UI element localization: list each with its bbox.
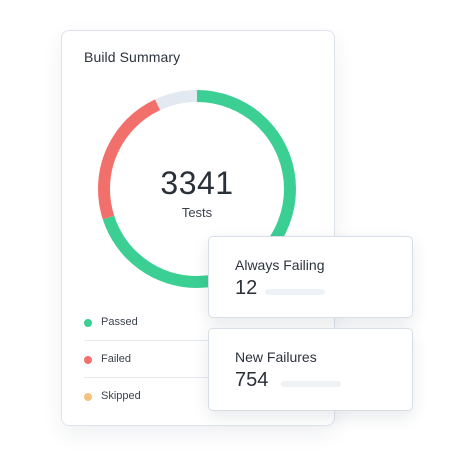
legend-item-failed: Failed: [84, 341, 254, 378]
new-failures-title: New Failures: [235, 349, 317, 365]
new-failures-card[interactable]: New Failures 754: [208, 328, 413, 411]
donut-svg: [98, 90, 296, 288]
total-tests-label: Tests: [181, 205, 213, 220]
always-failing-value: 12: [235, 277, 258, 299]
always-failing-card[interactable]: Always Failing 12: [208, 236, 413, 318]
legend-dot-passed: [84, 319, 92, 327]
always-failing-bar: [265, 289, 325, 295]
legend-label-skipped: Skipped: [101, 390, 141, 402]
total-tests-count: 3341: [160, 165, 234, 201]
donut-segment-skipped: [98, 90, 296, 288]
card-title: Build Summary: [84, 49, 181, 65]
legend-label-passed: Passed: [101, 316, 138, 328]
new-failures-value: 754: [235, 369, 269, 391]
donut-segment-failed: [98, 90, 296, 288]
new-failures-bar: [281, 381, 341, 387]
legend-dot-failed: [84, 356, 92, 364]
legend-dot-skipped: [84, 393, 92, 401]
legend-label-failed: Failed: [101, 353, 131, 365]
always-failing-title: Always Failing: [235, 257, 325, 273]
chart-legend: Passed Failed Skipped: [84, 304, 254, 415]
legend-item-skipped: Skipped: [84, 378, 254, 415]
tests-donut-chart: 3341 Tests: [97, 89, 297, 289]
legend-item-passed: Passed: [84, 304, 254, 341]
build-summary-card: Build Summary 3341 Tests Passed Failed S…: [61, 30, 335, 426]
